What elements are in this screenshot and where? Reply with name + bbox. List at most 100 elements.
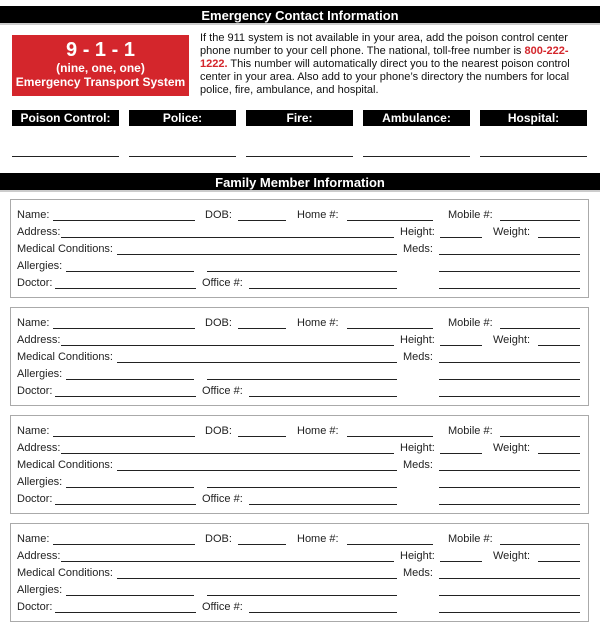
home-label: Home #: bbox=[297, 425, 339, 437]
family-member-card: Name: DOB: Home #: Mobile #: Address: Height:… bbox=[10, 523, 589, 622]
input-line[interactable] bbox=[347, 436, 433, 437]
emergency-911-box: 9 - 1 - 1 (nine, one, one) Emergency Tra… bbox=[12, 35, 189, 96]
mobile-label: Mobile #: bbox=[448, 209, 493, 221]
input-line[interactable] bbox=[440, 561, 482, 562]
input-line[interactable] bbox=[207, 379, 397, 380]
input-line[interactable] bbox=[117, 254, 397, 255]
input-line[interactable] bbox=[439, 362, 580, 363]
input-line[interactable] bbox=[347, 220, 433, 221]
office-label: Office #: bbox=[202, 493, 243, 505]
input-line[interactable] bbox=[61, 453, 394, 454]
home-label: Home #: bbox=[297, 317, 339, 329]
address-label: Address: bbox=[17, 226, 61, 238]
meds-label: Meds: bbox=[403, 567, 433, 579]
input-line[interactable] bbox=[347, 328, 433, 329]
emergency-system-name: Emergency Transport System bbox=[15, 75, 186, 89]
office-label: Office #: bbox=[202, 601, 243, 613]
input-line[interactable] bbox=[61, 561, 394, 562]
input-line[interactable] bbox=[117, 470, 397, 471]
home-label: Home #: bbox=[297, 209, 339, 221]
name-label: Name: bbox=[17, 533, 50, 545]
input-line[interactable] bbox=[439, 379, 580, 380]
input-line[interactable] bbox=[207, 595, 397, 596]
contact-label: Police: bbox=[129, 110, 236, 126]
input-line[interactable] bbox=[439, 578, 580, 579]
input-line[interactable] bbox=[238, 544, 286, 545]
address-label: Address: bbox=[17, 442, 61, 454]
input-line[interactable] bbox=[538, 453, 580, 454]
input-line[interactable] bbox=[55, 612, 196, 613]
input-line[interactable] bbox=[61, 237, 394, 238]
weight-label: Weight: bbox=[493, 550, 531, 562]
name-label: Name: bbox=[17, 209, 50, 221]
allergies-label: Allergies: bbox=[17, 584, 63, 596]
input-line[interactable] bbox=[117, 578, 397, 579]
input-line[interactable] bbox=[440, 237, 482, 238]
input-line[interactable] bbox=[207, 487, 397, 488]
medical-label: Medical Conditions: bbox=[17, 243, 113, 255]
intro-after: This number will automatically direct yo… bbox=[200, 58, 570, 96]
input-line[interactable] bbox=[440, 345, 482, 346]
input-line[interactable] bbox=[238, 328, 286, 329]
input-line[interactable] bbox=[439, 612, 580, 613]
input-line[interactable] bbox=[439, 254, 580, 255]
contact-number-field[interactable] bbox=[12, 156, 119, 157]
contact-number-field[interactable] bbox=[129, 156, 236, 157]
input-line[interactable] bbox=[53, 328, 195, 329]
family-member-header: Family Member Information bbox=[0, 173, 600, 192]
contact-number-field[interactable] bbox=[246, 156, 353, 157]
input-line[interactable] bbox=[500, 544, 580, 545]
allergies-label: Allergies: bbox=[17, 260, 63, 272]
input-line[interactable] bbox=[55, 504, 196, 505]
input-line[interactable] bbox=[249, 396, 397, 397]
input-line[interactable] bbox=[439, 288, 580, 289]
address-label: Address: bbox=[17, 334, 61, 346]
input-line[interactable] bbox=[66, 271, 194, 272]
mobile-label: Mobile #: bbox=[448, 425, 493, 437]
weight-label: Weight: bbox=[493, 226, 531, 238]
input-line[interactable] bbox=[55, 396, 196, 397]
input-line[interactable] bbox=[53, 436, 195, 437]
input-line[interactable] bbox=[249, 504, 397, 505]
input-line[interactable] bbox=[55, 288, 196, 289]
input-line[interactable] bbox=[440, 453, 482, 454]
contact-number-field[interactable] bbox=[480, 156, 587, 157]
input-line[interactable] bbox=[238, 220, 286, 221]
contact-number-field[interactable] bbox=[363, 156, 470, 157]
allergies-label: Allergies: bbox=[17, 476, 63, 488]
family-member-card: Name: DOB: Home #: Mobile #: Address: Height:… bbox=[10, 415, 589, 514]
input-line[interactable] bbox=[439, 595, 580, 596]
dob-label: DOB: bbox=[205, 425, 232, 437]
input-line[interactable] bbox=[439, 470, 580, 471]
input-line[interactable] bbox=[238, 436, 286, 437]
input-line[interactable] bbox=[66, 487, 194, 488]
input-line[interactable] bbox=[439, 396, 580, 397]
input-line[interactable] bbox=[249, 288, 397, 289]
meds-label: Meds: bbox=[403, 243, 433, 255]
input-line[interactable] bbox=[439, 504, 580, 505]
input-line[interactable] bbox=[538, 345, 580, 346]
input-line[interactable] bbox=[538, 561, 580, 562]
input-line[interactable] bbox=[117, 362, 397, 363]
input-line[interactable] bbox=[500, 220, 580, 221]
contact-label: Ambulance: bbox=[363, 110, 470, 126]
input-line[interactable] bbox=[53, 220, 195, 221]
input-line[interactable] bbox=[347, 544, 433, 545]
input-line[interactable] bbox=[66, 379, 194, 380]
input-line[interactable] bbox=[500, 436, 580, 437]
input-line[interactable] bbox=[207, 271, 397, 272]
input-line[interactable] bbox=[53, 544, 195, 545]
input-line[interactable] bbox=[249, 612, 397, 613]
input-line[interactable] bbox=[500, 328, 580, 329]
input-line[interactable] bbox=[66, 595, 194, 596]
input-line[interactable] bbox=[439, 487, 580, 488]
emergency-number: 9 - 1 - 1 bbox=[66, 39, 135, 61]
input-line[interactable] bbox=[439, 271, 580, 272]
meds-label: Meds: bbox=[403, 459, 433, 471]
height-label: Height: bbox=[400, 550, 435, 562]
input-line[interactable] bbox=[61, 345, 394, 346]
input-line[interactable] bbox=[538, 237, 580, 238]
doctor-label: Doctor: bbox=[17, 601, 53, 613]
meds-label: Meds: bbox=[403, 351, 433, 363]
weight-label: Weight: bbox=[493, 442, 531, 454]
